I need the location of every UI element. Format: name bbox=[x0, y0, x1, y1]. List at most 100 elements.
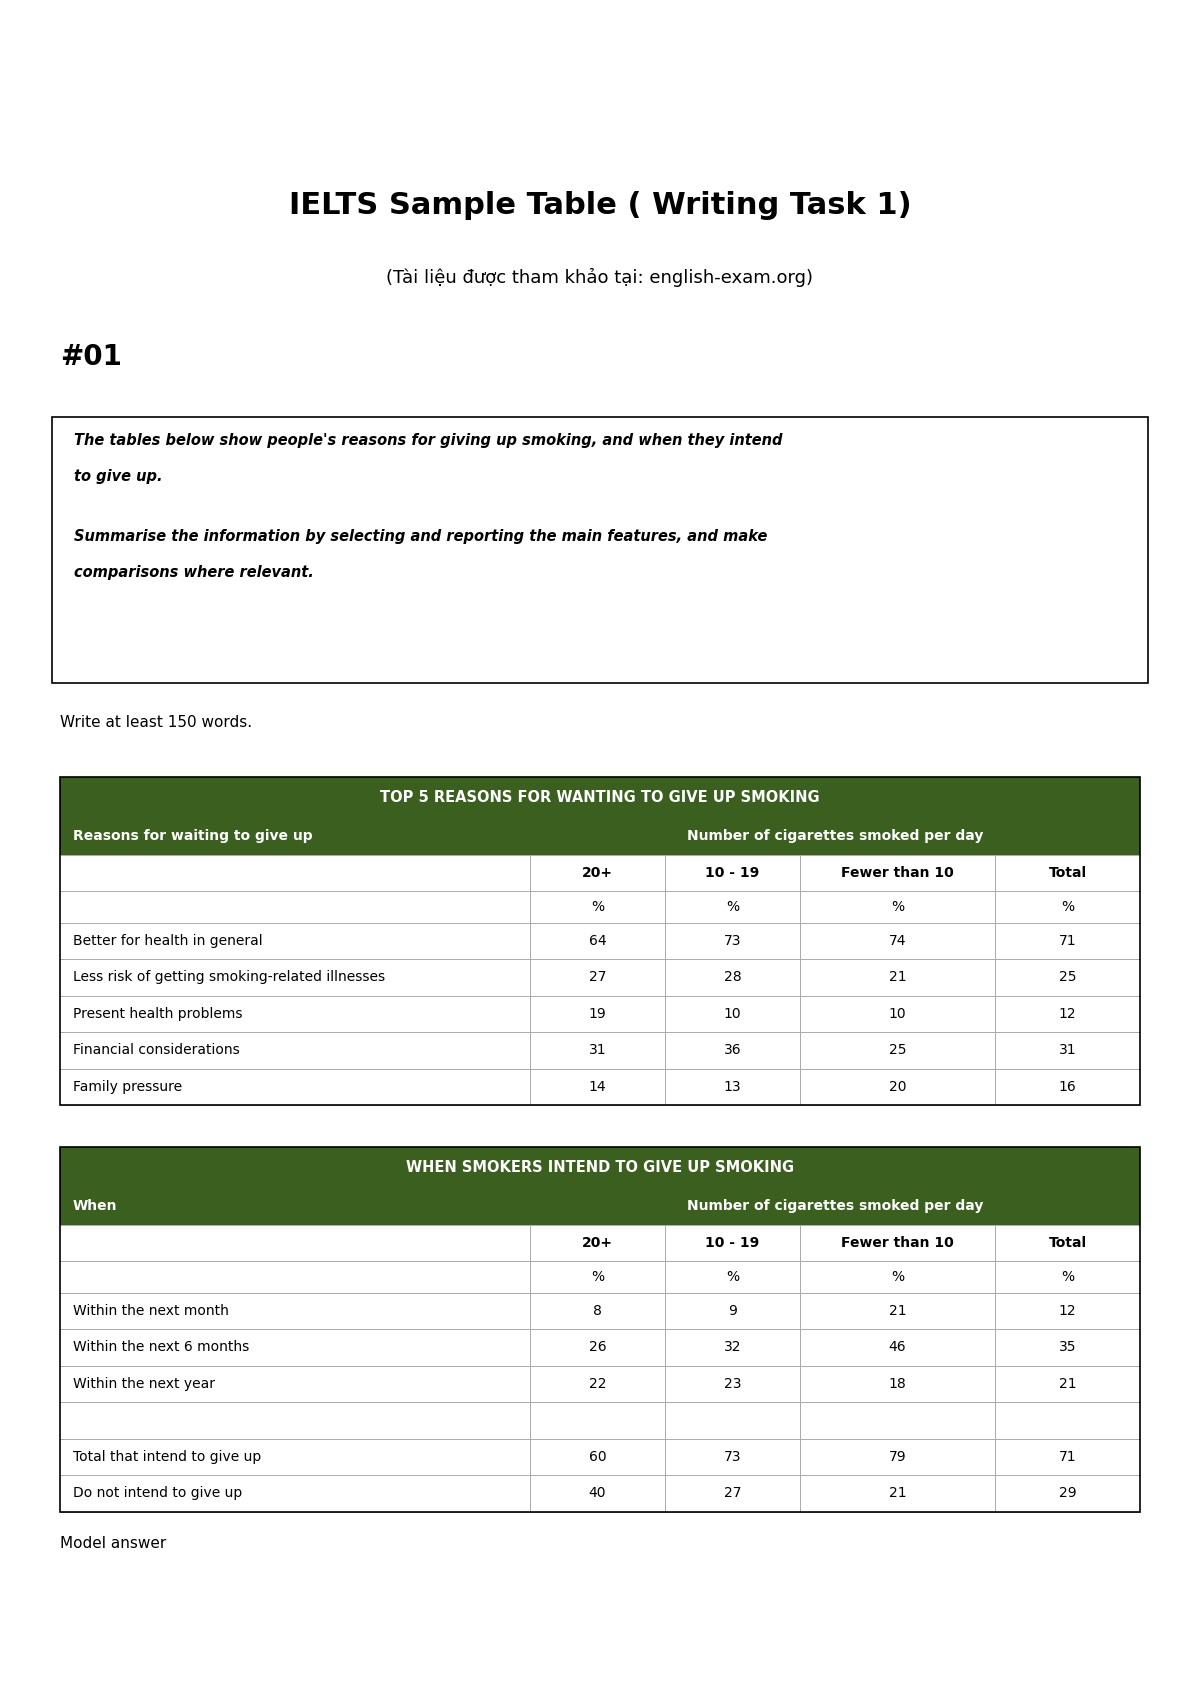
Text: Family pressure: Family pressure bbox=[73, 1080, 182, 1093]
Text: 36: 36 bbox=[724, 1042, 742, 1058]
Bar bbox=[60, 1224, 1140, 1261]
Text: Fewer than 10: Fewer than 10 bbox=[841, 1236, 954, 1249]
Text: Less risk of getting smoking-related illnesses: Less risk of getting smoking-related ill… bbox=[73, 970, 385, 985]
Text: %: % bbox=[726, 900, 739, 914]
Text: IELTS Sample Table ( Writing Task 1): IELTS Sample Table ( Writing Task 1) bbox=[289, 190, 911, 219]
Text: Total that intend to give up: Total that intend to give up bbox=[73, 1449, 262, 1464]
Text: 13: 13 bbox=[724, 1080, 742, 1093]
Text: 9: 9 bbox=[728, 1303, 737, 1317]
Text: 64: 64 bbox=[589, 934, 606, 948]
Text: 27: 27 bbox=[589, 970, 606, 985]
Bar bbox=[60, 1329, 1140, 1366]
Text: 29: 29 bbox=[1058, 1487, 1076, 1500]
Text: 12: 12 bbox=[1058, 1007, 1076, 1020]
Text: 20+: 20+ bbox=[582, 866, 613, 880]
Text: to give up.: to give up. bbox=[74, 470, 162, 485]
Text: #01: #01 bbox=[60, 342, 122, 371]
Text: 18: 18 bbox=[889, 1376, 906, 1392]
Bar bbox=[60, 892, 1140, 922]
Text: 14: 14 bbox=[589, 1080, 606, 1093]
Text: Reasons for waiting to give up: Reasons for waiting to give up bbox=[73, 829, 313, 842]
Text: 21: 21 bbox=[1058, 1376, 1076, 1392]
Bar bbox=[60, 1402, 1140, 1439]
Text: 21: 21 bbox=[889, 1487, 906, 1500]
Text: 25: 25 bbox=[889, 1042, 906, 1058]
Bar bbox=[60, 1148, 1140, 1512]
Bar bbox=[60, 1261, 1140, 1293]
Text: 71: 71 bbox=[1058, 1449, 1076, 1464]
Text: Write at least 150 words.: Write at least 150 words. bbox=[60, 715, 252, 731]
Text: Within the next year: Within the next year bbox=[73, 1376, 215, 1392]
Text: 35: 35 bbox=[1058, 1341, 1076, 1354]
Text: 31: 31 bbox=[589, 1042, 606, 1058]
Bar bbox=[60, 922, 1140, 959]
Text: (Tài liệu được tham khảo tại: english-exam.org): (Tài liệu được tham khảo tại: english-ex… bbox=[386, 268, 814, 286]
Bar bbox=[60, 854, 1140, 892]
Text: 25: 25 bbox=[1058, 970, 1076, 985]
Text: 32: 32 bbox=[724, 1341, 742, 1354]
Text: Within the next month: Within the next month bbox=[73, 1303, 229, 1317]
Text: 21: 21 bbox=[889, 1303, 906, 1317]
Text: %: % bbox=[890, 1270, 904, 1283]
Text: comparisons where relevant.: comparisons where relevant. bbox=[74, 566, 313, 580]
Text: 79: 79 bbox=[889, 1449, 906, 1464]
Text: 20+: 20+ bbox=[582, 1236, 613, 1249]
Text: 40: 40 bbox=[589, 1487, 606, 1500]
Text: %: % bbox=[1061, 1270, 1074, 1283]
Text: The tables below show people's reasons for giving up smoking, and when they inte: The tables below show people's reasons f… bbox=[74, 432, 782, 447]
Text: 22: 22 bbox=[589, 1376, 606, 1392]
Text: Do not intend to give up: Do not intend to give up bbox=[73, 1487, 242, 1500]
Text: %: % bbox=[726, 1270, 739, 1283]
Text: Within the next 6 months: Within the next 6 months bbox=[73, 1341, 250, 1354]
Bar bbox=[60, 1439, 1140, 1475]
Text: 31: 31 bbox=[1058, 1042, 1076, 1058]
Bar bbox=[60, 959, 1140, 995]
Bar bbox=[60, 776, 1140, 817]
Text: 28: 28 bbox=[724, 970, 742, 985]
Text: Financial considerations: Financial considerations bbox=[73, 1042, 240, 1058]
Text: 19: 19 bbox=[589, 1007, 606, 1020]
Text: Number of cigarettes smoked per day: Number of cigarettes smoked per day bbox=[686, 829, 983, 842]
Bar bbox=[60, 1032, 1140, 1068]
Text: When: When bbox=[73, 1198, 118, 1212]
Text: 10: 10 bbox=[724, 1007, 742, 1020]
Text: 10 - 19: 10 - 19 bbox=[706, 866, 760, 880]
Text: %: % bbox=[1061, 900, 1074, 914]
Text: TOP 5 REASONS FOR WANTING TO GIVE UP SMOKING: TOP 5 REASONS FOR WANTING TO GIVE UP SMO… bbox=[380, 790, 820, 805]
Text: Number of cigarettes smoked per day: Number of cigarettes smoked per day bbox=[686, 1198, 983, 1212]
Text: 10: 10 bbox=[889, 1007, 906, 1020]
Bar bbox=[60, 1475, 1140, 1512]
Text: WHEN SMOKERS INTEND TO GIVE UP SMOKING: WHEN SMOKERS INTEND TO GIVE UP SMOKING bbox=[406, 1159, 794, 1175]
Text: 73: 73 bbox=[724, 1449, 742, 1464]
Text: Model answer: Model answer bbox=[60, 1536, 167, 1551]
Text: %: % bbox=[590, 900, 604, 914]
Text: Summarise the information by selecting and reporting the main features, and make: Summarise the information by selecting a… bbox=[74, 529, 767, 544]
Bar bbox=[60, 1366, 1140, 1402]
Text: 27: 27 bbox=[724, 1487, 742, 1500]
Bar bbox=[60, 1068, 1140, 1105]
Text: 21: 21 bbox=[889, 970, 906, 985]
Text: 60: 60 bbox=[589, 1449, 606, 1464]
Bar bbox=[60, 1293, 1140, 1329]
Text: 74: 74 bbox=[889, 934, 906, 948]
Text: 71: 71 bbox=[1058, 934, 1076, 948]
Text: Total: Total bbox=[1049, 1236, 1086, 1249]
Text: 8: 8 bbox=[593, 1303, 602, 1317]
Bar bbox=[60, 776, 1140, 1105]
Bar bbox=[60, 1148, 1140, 1186]
Bar bbox=[52, 417, 1148, 683]
Text: 73: 73 bbox=[724, 934, 742, 948]
Text: Present health problems: Present health problems bbox=[73, 1007, 242, 1020]
Text: 46: 46 bbox=[889, 1341, 906, 1354]
Text: %: % bbox=[890, 900, 904, 914]
Bar bbox=[60, 995, 1140, 1032]
Bar bbox=[60, 817, 1140, 854]
Text: Total: Total bbox=[1049, 866, 1086, 880]
Text: 20: 20 bbox=[889, 1080, 906, 1093]
Text: %: % bbox=[590, 1270, 604, 1283]
Bar bbox=[60, 1186, 1140, 1224]
Text: Fewer than 10: Fewer than 10 bbox=[841, 866, 954, 880]
Text: 16: 16 bbox=[1058, 1080, 1076, 1093]
Text: 12: 12 bbox=[1058, 1303, 1076, 1317]
Text: 10 - 19: 10 - 19 bbox=[706, 1236, 760, 1249]
